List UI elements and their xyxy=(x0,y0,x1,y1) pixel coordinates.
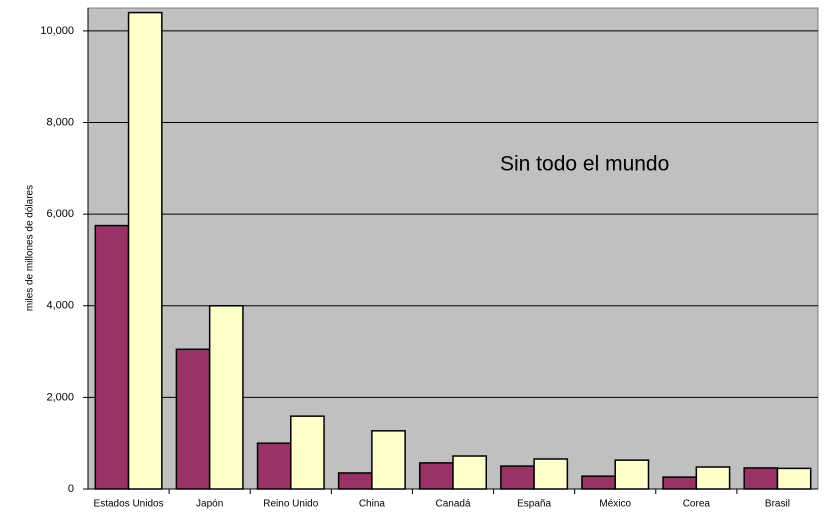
y-tick-label: 4,000 xyxy=(46,300,74,312)
y-tick-label: 10,000 xyxy=(40,25,74,37)
bar xyxy=(452,455,488,490)
bar xyxy=(418,462,454,490)
bar xyxy=(94,224,130,490)
bar xyxy=(175,348,211,490)
bar xyxy=(581,475,616,490)
y-tick-label: 2,000 xyxy=(46,391,74,403)
y-tick-label: 0 xyxy=(68,483,74,495)
x-tick-label: China xyxy=(359,499,386,510)
bar xyxy=(127,11,163,490)
bar xyxy=(500,465,535,490)
bar xyxy=(662,476,698,490)
x-tick-label: Reino Unido xyxy=(263,499,318,510)
x-tick-label: México xyxy=(599,499,631,510)
bar xyxy=(371,430,406,490)
y-axis-label: miles de millones de dólares xyxy=(25,185,36,311)
bar xyxy=(695,466,731,490)
bar xyxy=(614,459,650,490)
x-tick-label: España xyxy=(517,499,551,510)
bar xyxy=(776,467,812,490)
x-tick-label: Brasil xyxy=(765,499,790,510)
x-tick-label: Canadá xyxy=(435,499,470,510)
bar xyxy=(533,458,569,490)
bar xyxy=(256,442,292,490)
bar xyxy=(290,415,325,490)
annotation: Sin todo el mundo xyxy=(500,153,669,176)
x-tick-label: Corea xyxy=(683,499,711,510)
x-tick-label: Japón xyxy=(196,499,223,510)
bar xyxy=(337,472,373,490)
y-tick-label: 8,000 xyxy=(46,116,74,128)
y-tick-label: 6,000 xyxy=(46,208,74,220)
bar xyxy=(208,305,244,490)
x-tick-label: Estados Unidos xyxy=(94,499,164,510)
bar xyxy=(743,467,779,490)
